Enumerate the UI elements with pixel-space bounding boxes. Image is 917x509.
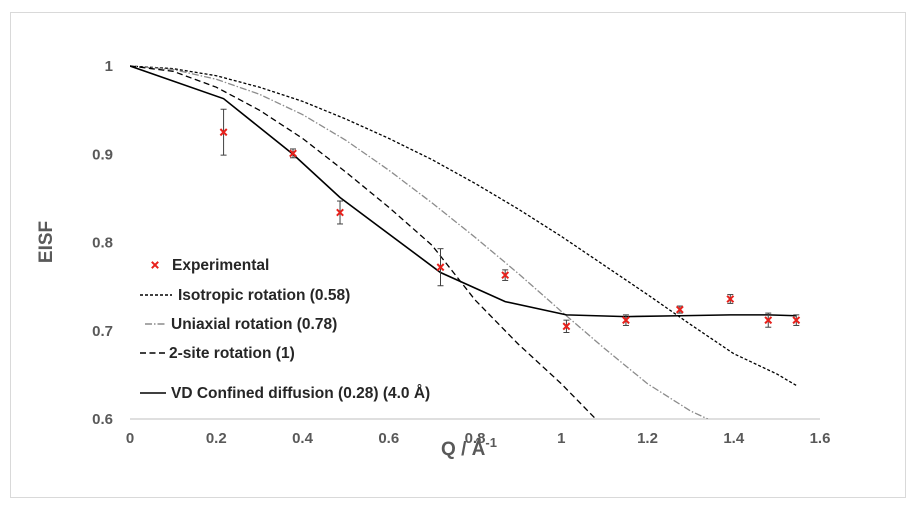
experimental-point: [436, 248, 445, 287]
legend-label: Isotropic rotation (0.58): [178, 287, 350, 304]
point-marker: [336, 208, 344, 217]
series-line: [130, 65, 709, 419]
point-marker: [562, 322, 571, 331]
x-tick-label: 1.6: [810, 430, 831, 447]
experimental-point: [675, 305, 684, 314]
legend: Experimental Isotropic rotation (0.58) Uni…: [140, 257, 430, 402]
model-curves: [130, 65, 797, 419]
experimental-point: [501, 269, 510, 281]
series-line: [130, 65, 797, 318]
legend-entry: 2-site rotation (1): [140, 345, 295, 362]
legend-entry: VD Confined diffusion (0.28) (4.0 Å): [140, 385, 430, 402]
point-marker: [501, 271, 510, 280]
experimental-point: [289, 148, 297, 159]
point-marker: [764, 316, 773, 325]
x-tick-label: 1: [557, 430, 565, 447]
experimental-point: [219, 108, 228, 156]
legend-label: VD Confined diffusion (0.28) (4.0 Å): [171, 385, 430, 402]
point-marker: [792, 316, 801, 325]
legend-label: 2-site rotation (1): [169, 345, 295, 362]
experimental-point: [792, 314, 801, 326]
x-tick-label: 0.6: [378, 430, 399, 447]
experimental-point: [336, 200, 344, 225]
point-marker: [436, 263, 445, 272]
x-axis-title-superscript: -1: [485, 435, 497, 450]
experimental-point: [562, 319, 571, 334]
point-marker: [219, 128, 228, 137]
legend-entry: Uniaxial rotation (0.78): [145, 316, 337, 333]
x-tick-label: 0: [126, 430, 134, 447]
point-marker: [726, 295, 735, 303]
y-tick-label: 0.7: [92, 323, 113, 340]
x-tick-labels: 0 0.2 0.4 0.6 0.8 1 1.2 1.4 1.6: [126, 430, 831, 447]
x-tick-label: 1.4: [723, 430, 745, 447]
y-tick-label: 1: [105, 58, 113, 75]
x-axis-title-text: Q / Å: [441, 439, 486, 460]
y-tick-label: 0.8: [92, 235, 113, 252]
experimental-points: [219, 108, 801, 334]
y-tick-label: 0.9: [92, 146, 113, 163]
experimental-point: [726, 294, 735, 304]
x-axis-title: Q / Å-1: [441, 435, 497, 460]
legend-swatch: [151, 261, 159, 269]
y-tick-label: 0.6: [92, 411, 113, 428]
legend-entry: Isotropic rotation (0.58): [140, 287, 350, 304]
experimental-point: [622, 314, 630, 326]
x-tick-label: 1.2: [637, 430, 658, 447]
x-tick-label: 0.4: [292, 430, 314, 447]
y-axis-title: EISF: [36, 221, 57, 263]
point-marker: [289, 149, 297, 158]
point-marker: [622, 316, 630, 325]
legend-label: Uniaxial rotation (0.78): [171, 316, 337, 333]
chart-frame: [10, 12, 906, 498]
series-line: [130, 65, 797, 387]
experimental-point: [764, 312, 773, 328]
x-tick-label: 0.2: [206, 430, 227, 447]
x-tick-label: 0.8: [465, 430, 486, 447]
legend-label: Experimental: [172, 257, 269, 274]
legend-entry: Experimental: [151, 257, 269, 274]
point-marker: [675, 305, 684, 314]
y-tick-labels: 0.6 0.7 0.8 0.9 1: [92, 58, 113, 428]
series-line: [130, 65, 597, 419]
